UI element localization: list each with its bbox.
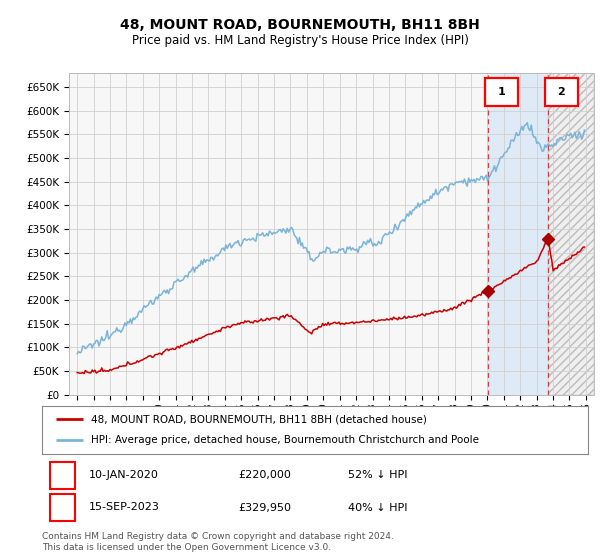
- Bar: [548, 73, 594, 395]
- Text: 15-SEP-2023: 15-SEP-2023: [88, 502, 159, 512]
- Text: 52% ↓ HPI: 52% ↓ HPI: [348, 470, 407, 480]
- Text: £329,950: £329,950: [239, 502, 292, 512]
- Text: £220,000: £220,000: [239, 470, 292, 480]
- Text: 48, MOUNT ROAD, BOURNEMOUTH, BH11 8BH (detached house): 48, MOUNT ROAD, BOURNEMOUTH, BH11 8BH (d…: [91, 414, 427, 424]
- Text: 2: 2: [557, 87, 565, 97]
- FancyBboxPatch shape: [545, 78, 578, 106]
- Text: Price paid vs. HM Land Registry's House Price Index (HPI): Price paid vs. HM Land Registry's House …: [131, 34, 469, 48]
- FancyBboxPatch shape: [50, 462, 75, 489]
- Bar: [548, 73, 594, 395]
- Text: 48, MOUNT ROAD, BOURNEMOUTH, BH11 8BH: 48, MOUNT ROAD, BOURNEMOUTH, BH11 8BH: [120, 18, 480, 32]
- Text: 40% ↓ HPI: 40% ↓ HPI: [348, 502, 407, 512]
- FancyBboxPatch shape: [50, 494, 75, 521]
- Text: HPI: Average price, detached house, Bournemouth Christchurch and Poole: HPI: Average price, detached house, Bour…: [91, 435, 479, 445]
- Text: 2: 2: [59, 502, 67, 512]
- Text: 10-JAN-2020: 10-JAN-2020: [88, 470, 158, 480]
- FancyBboxPatch shape: [485, 78, 518, 106]
- Text: 1: 1: [497, 87, 505, 97]
- Bar: [488, 73, 548, 395]
- Text: Contains HM Land Registry data © Crown copyright and database right 2024.
This d: Contains HM Land Registry data © Crown c…: [42, 533, 394, 552]
- Text: 1: 1: [59, 470, 67, 480]
